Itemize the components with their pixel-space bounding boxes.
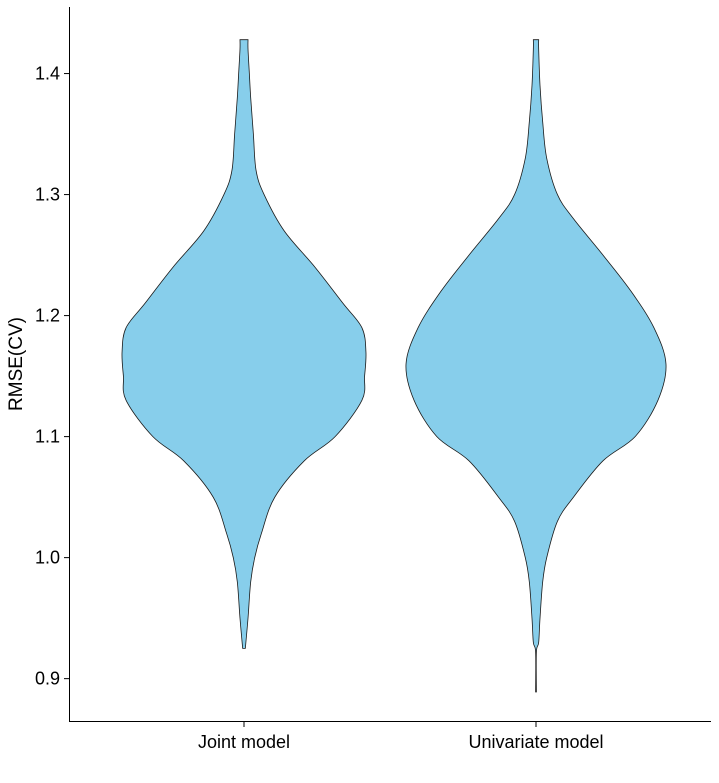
y-tick-label: 1.1 bbox=[35, 427, 60, 447]
y-tick-label: 1.0 bbox=[35, 548, 60, 568]
x-ticks-layer: Joint model Univariate model bbox=[198, 722, 604, 752]
violins-layer bbox=[121, 39, 667, 693]
y-tick-label: 1.3 bbox=[35, 185, 60, 205]
violin-joint-model bbox=[121, 39, 367, 649]
violin-univariate-model bbox=[405, 39, 667, 693]
y-tick-label: 1.2 bbox=[35, 306, 60, 326]
y-ticks-layer: 0.9 1.0 1.1 1.2 1.3 1.4 bbox=[35, 64, 69, 689]
x-tick-label: Univariate model bbox=[468, 732, 603, 752]
x-tick-label: Joint model bbox=[198, 732, 290, 752]
y-tick-label: 1.4 bbox=[35, 64, 60, 84]
axes-layer bbox=[69, 7, 711, 722]
y-axis-title: RMSE(CV) bbox=[6, 317, 27, 411]
y-tick-label: 0.9 bbox=[35, 669, 60, 689]
